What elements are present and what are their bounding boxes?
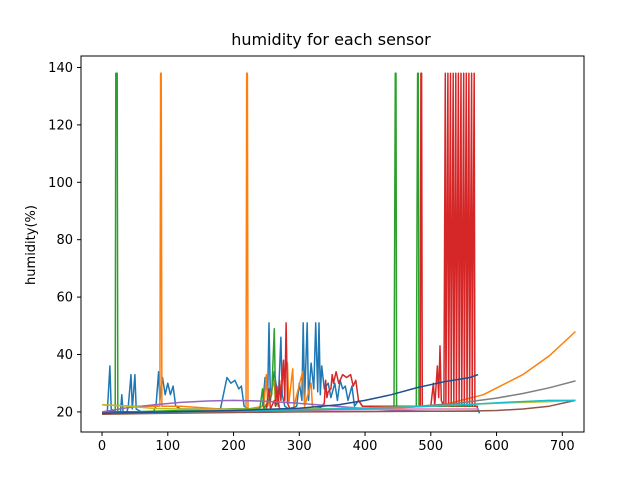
x-tick-label: 200 <box>221 439 246 454</box>
x-tick-label: 700 <box>550 439 575 454</box>
y-tick-label: 120 <box>48 118 73 133</box>
y-axis-label: humidity(%) <box>24 205 39 285</box>
series-line-4 <box>102 72 479 413</box>
y-tick-label: 140 <box>48 61 73 76</box>
y-tick-label: 20 <box>56 405 73 420</box>
x-tick-label: 300 <box>287 439 312 454</box>
series-line-11 <box>101 373 479 415</box>
x-tick-label: 100 <box>155 439 180 454</box>
y-tick-label: 100 <box>48 176 73 191</box>
chart-title: humidity for each sensor <box>231 30 431 49</box>
y-tick-label: 60 <box>56 291 73 306</box>
plot-lines <box>101 72 577 415</box>
x-tick-label: 600 <box>484 439 509 454</box>
x-tick-label: 0 <box>98 439 106 454</box>
y-tick-label: 80 <box>56 233 73 248</box>
series-line-6 <box>101 399 576 415</box>
x-tick-label: 400 <box>353 439 378 454</box>
x-tick-label: 500 <box>418 439 443 454</box>
series-line-2 <box>101 72 577 410</box>
axes-frame <box>80 55 585 433</box>
axis-ticks: 0 100 200 300 400 500 600 700 20 40 60 80 100 120 140 <box>48 61 575 454</box>
y-tick-label: 40 <box>56 348 73 363</box>
